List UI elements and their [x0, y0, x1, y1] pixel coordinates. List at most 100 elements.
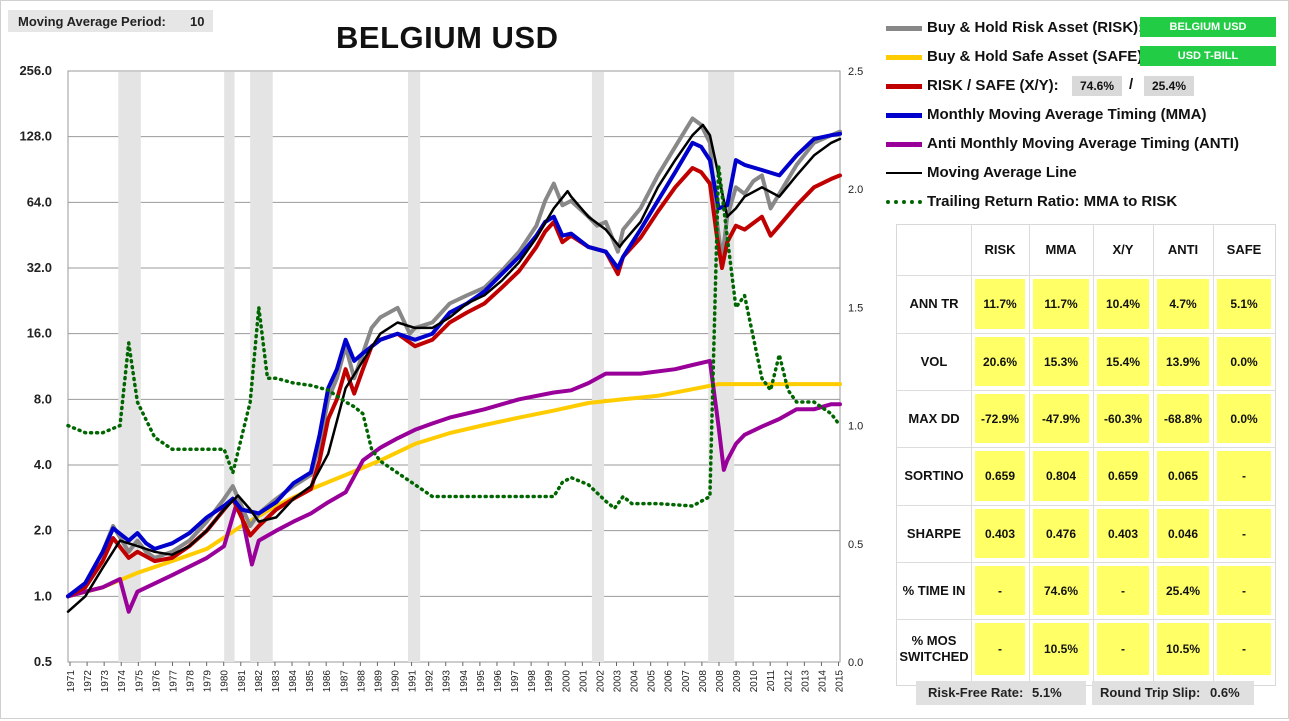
table-cell: -68.8% [1157, 394, 1209, 443]
y-tick-label: 32.0 [27, 260, 52, 275]
series-line [66, 358, 842, 614]
y-tick-label: 0.5 [34, 654, 52, 669]
x-tick-label: 1975 [134, 670, 145, 693]
table-col-divider [971, 225, 972, 685]
safe-swatch [886, 55, 922, 60]
x-tick-label: 1994 [459, 670, 470, 693]
x-tick-label: 1999 [544, 670, 555, 693]
table-cell: - [1217, 623, 1271, 675]
risk-free-label: Risk-Free Rate: [928, 685, 1024, 700]
x-tick-label: 1996 [493, 670, 504, 693]
x-tick-label: 1978 [186, 670, 197, 693]
table-row-divider [897, 447, 1275, 448]
ma-period-value: 10 [190, 14, 205, 29]
x-tick-label: 1990 [390, 670, 401, 693]
ratio-swatch [886, 200, 922, 204]
xy-separator: / [1129, 76, 1134, 93]
table-cell: 10.5% [1033, 623, 1089, 675]
x-tick-label: 1986 [322, 670, 333, 693]
y-tick-label: 4.0 [34, 457, 52, 472]
shaded-period [591, 72, 605, 662]
chart-title: BELGIUM USD [336, 20, 559, 55]
moving-average-period-box: Moving Average Period: 10 [8, 10, 213, 32]
table-cell: 11.7% [975, 279, 1025, 329]
table-cell: 25.4% [1157, 566, 1209, 615]
table-row-divider [897, 390, 1275, 391]
x-tick-label: 2011 [766, 670, 777, 692]
table-cell: 11.7% [1033, 279, 1089, 329]
table-cell: - [975, 566, 1025, 615]
table-row-label: % MOS SWITCHED [899, 633, 969, 664]
risk-free-rate-box: Risk-Free Rate: 5.1% [916, 681, 1086, 705]
x-tick-label: 2010 [749, 670, 760, 693]
table-row-divider [897, 562, 1275, 563]
x-tick-label: 1981 [237, 670, 248, 693]
x-tick-label: 1976 [151, 670, 162, 693]
table-row-divider [897, 275, 1275, 276]
round-trip-value: 0.6% [1210, 685, 1240, 700]
table-cell: -47.9% [1033, 394, 1089, 443]
legend-mma-label: Monthly Moving Average Timing (MMA) [927, 106, 1207, 123]
y-tick-label: 64.0 [27, 194, 52, 209]
x-tick-label: 1973 [100, 670, 111, 693]
table-cell: 0.0% [1217, 394, 1271, 443]
y2-tick-label: 2.5 [848, 66, 863, 78]
x-tick-label: 2015 [835, 670, 846, 693]
ma-period-label: Moving Average Period: [18, 14, 166, 29]
series-line [66, 382, 842, 599]
xy-risk-pct: 74.6% [1072, 76, 1122, 96]
table-cell: - [1217, 509, 1271, 558]
table-row-label: VOL [920, 353, 948, 369]
safe-asset-tag: USD T-BILL [1140, 46, 1276, 66]
table-cell: - [975, 623, 1025, 675]
table-row-divider [897, 505, 1275, 506]
y-tick-label: 8.0 [34, 391, 52, 406]
table-cell: 20.6% [975, 337, 1025, 386]
x-tick-label: 2007 [681, 670, 692, 693]
x-tick-label: 2012 [783, 670, 794, 693]
x-tick-label: 1979 [203, 670, 214, 693]
legend-ratio-label: Trailing Return Ratio: MMA to RISK [927, 193, 1178, 210]
table-row-label: ANN TR [909, 296, 959, 311]
ma-line-swatch [886, 172, 922, 174]
shaded-period [408, 72, 421, 662]
y2-tick-label: 0.5 [848, 539, 863, 551]
table-row-label: % TIME IN [902, 582, 966, 598]
table-row-divider [897, 333, 1275, 334]
x-tick-label: 1989 [373, 670, 384, 693]
table-column-header: MMA [1045, 242, 1077, 257]
round-trip-slip-box: Round Trip Slip: 0.6% [1092, 681, 1254, 705]
x-tick-label: 1982 [254, 670, 265, 693]
x-tick-label: 2002 [595, 670, 606, 693]
table-cell: -60.3% [1097, 394, 1149, 443]
mma-swatch [886, 113, 922, 118]
x-tick-label: 1997 [510, 670, 521, 693]
x-tick-label: 1988 [356, 670, 367, 693]
y-tick-label: 16.0 [27, 326, 52, 341]
table-cell: 0.0% [1217, 337, 1271, 386]
y2-tick-label: 2.0 [848, 184, 863, 196]
x-tick-label: 2009 [732, 670, 743, 693]
shade-layer [118, 72, 735, 662]
table-cell: 5.1% [1217, 279, 1271, 329]
table-cell: 0.046 [1157, 509, 1209, 558]
x-tick-label: 1992 [425, 670, 436, 693]
y2-tick-label: 1.0 [848, 421, 863, 433]
legend-safe-label: Buy & Hold Safe Asset (SAFE): [927, 48, 1148, 65]
x-tick-label: 1995 [476, 670, 487, 693]
series-layer [66, 116, 842, 614]
table-cell: - [1217, 566, 1271, 615]
table-cell: 4.7% [1157, 279, 1209, 329]
y2-tick-label: 1.5 [848, 302, 863, 314]
legend-risk-label: Buy & Hold Risk Asset (RISK): [927, 19, 1144, 36]
y-tick-label: 1.0 [34, 588, 52, 603]
y-tick-label: 2.0 [34, 523, 52, 538]
table-col-divider [1153, 225, 1154, 685]
shaded-period [224, 72, 235, 662]
table-column-header: X/Y [1112, 242, 1134, 257]
x-tick-label: 2008 [698, 670, 709, 693]
series-line [66, 116, 842, 599]
table-column-header: SAFE [1226, 242, 1262, 257]
table-cell: - [1097, 623, 1149, 675]
table-cell: 0.804 [1033, 451, 1089, 501]
